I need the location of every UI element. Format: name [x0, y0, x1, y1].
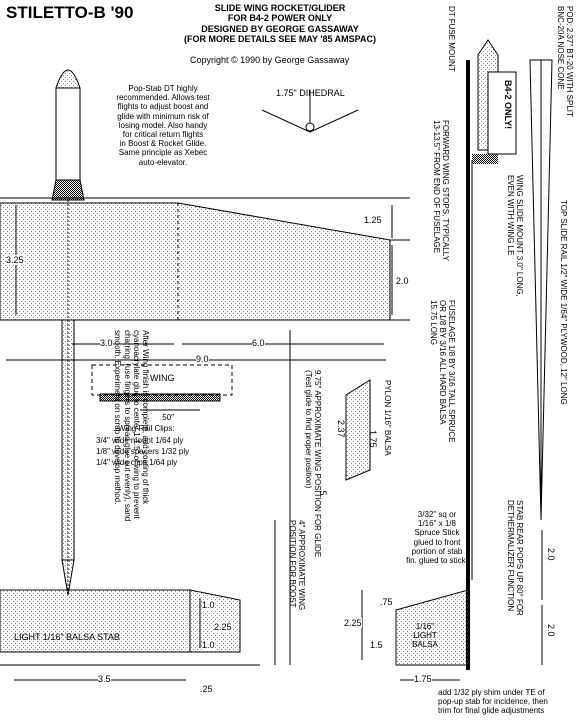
drawing-title: STILETTO-B '90: [6, 3, 134, 22]
note-line: in Boost & Rocket Glide.: [119, 139, 207, 149]
fuselage-note: FUSELAGE 1/8 BY 3/16 TALL SPRUCE OR 1/8 …: [428, 300, 456, 442]
note-line: Spruce Stick: [414, 528, 460, 538]
note-line: add 1/32 ply shim under TE of: [438, 688, 545, 697]
note-line: FUSELAGE 1/8 BY 3/16 TALL SPRUCE: [447, 300, 456, 443]
dim-label: 1.0: [202, 600, 215, 611]
dim-label: 6.0: [252, 338, 265, 349]
dim-label: 2.0: [396, 276, 409, 287]
stab-label: LIGHT 1/16" BALSA STAB: [14, 632, 120, 642]
note-line: STAB REAR POPS UP 80° FOR: [515, 500, 524, 616]
dim-label: 1.25: [364, 215, 382, 226]
glide-position-note: 9.75" APPROXIMATE WING POSITION FOR GLID…: [304, 370, 322, 557]
dim-label: 2.37: [336, 420, 346, 438]
note-line: 1/16": [415, 622, 435, 631]
header-line: (FOR MORE DETAILS SEE MAY '85 AMSPAC): [184, 34, 376, 45]
note-line: 4" APPROXIMATE WING: [297, 520, 306, 611]
note-line: Pop-Stab DT highly: [128, 84, 198, 93]
rail-clip-item: 1/8" wide spacers 1/32 ply: [96, 447, 190, 456]
header-block: SLIDE WING ROCKET/GLIDER FOR B4-2 POWER …: [160, 3, 400, 44]
note-line: LIGHT: [413, 631, 437, 641]
pod-note: POD: 2.37" BT-20 WITH SPLIT BNC-20A NOSE…: [556, 6, 574, 117]
dim-label: 1.75: [414, 674, 432, 685]
note-line: POSITION FOR BOOST: [287, 520, 297, 608]
pylon-sketch: [345, 379, 371, 481]
wing-planform: [0, 197, 410, 321]
note-line: BNC-20A NOSE CONE: [555, 6, 565, 90]
note-line: trim for final glide adjustments: [438, 706, 545, 716]
dim-label: 3.5: [98, 674, 111, 685]
note-line: OR 1/8 BY 3/16 ALL HARD BALSA: [437, 300, 447, 425]
rail-clip-item: 1/4" wide clips 1/64 ply: [96, 458, 178, 467]
header-line: SLIDE WING ROCKET/GLIDER: [214, 3, 346, 13]
dim-label: .25: [200, 684, 213, 694]
dim-label: .75: [380, 597, 393, 608]
pylon-label: PYLON 1/16" BALSA: [383, 380, 392, 456]
note-line: portion of stab: [411, 546, 463, 556]
note-line: glide with minimum risk of: [117, 111, 209, 121]
note-line: 9.75" APPROXIMATE WING POSITION FOR GLID…: [313, 370, 322, 558]
note-line: FORWARD WING STOPS, TYPICALLY: [441, 120, 450, 261]
note-line: recommended. Allows test: [116, 93, 210, 103]
stab-rear-note: STAB REAR POPS UP 80° FOR DETHERMALIZER …: [506, 500, 524, 616]
note-line: POD: 2.37" BT-20 WITH SPLIT: [565, 6, 574, 117]
fin-label: 1/16" LIGHT BALSA: [400, 622, 450, 650]
note-line: losing model. Also handy: [118, 120, 208, 130]
dim-label: 1.0: [202, 640, 215, 651]
note-line: 15.75 LONG: [428, 300, 438, 345]
dim-label: 9.0: [196, 354, 209, 365]
wing-slide-mount-note: WING SLIDE MOUNT 3.0" LONG, EVEN WITH WI…: [506, 175, 524, 297]
b4-only-label: B4-2 ONLY!: [503, 80, 513, 130]
wing-rail-detail: [91, 364, 233, 411]
dim-label: 2.25: [344, 618, 362, 629]
note-line: flights to adjust boost and: [117, 102, 209, 112]
note-line: 13-13.5" FROM END OF FUSELAGE: [431, 120, 441, 254]
dihedral-label: 1.75" DIHEDRAL: [276, 88, 345, 98]
dim-label: 1.5: [370, 640, 383, 651]
stab-planform: [0, 589, 260, 666]
note-line: DETHERMALIZER FUNCTION: [505, 500, 515, 612]
dim-label: 2.25: [214, 622, 232, 633]
wing-stops-note: FORWARD WING STOPS, TYPICALLY 13-13.5" F…: [432, 120, 450, 261]
note-line: WING SLIDE MOUNT 3.0" LONG,: [515, 175, 524, 297]
note-line: 3/32" sq or: [417, 510, 457, 519]
rocket-pod: [51, 69, 85, 201]
boost-position-note: 4" APPROXIMATE WING POSITION FOR BOOST: [288, 520, 306, 610]
dt-fuse-mount-label: DT FUSE MOUNT: [447, 6, 456, 72]
note-line: glued to front: [413, 537, 461, 547]
rail-clip-item: 3/4" wide mount 1/64 ply: [96, 436, 184, 445]
dim-label: 3.25: [6, 255, 24, 266]
dim-label: 3.0: [100, 338, 113, 349]
header-line: FOR B4-2 POWER ONLY: [227, 13, 333, 24]
copyright-note: Copyright © 1990 by George Gassaway: [190, 55, 350, 65]
dim-label: .5: [318, 488, 328, 496]
note-line: pop-up stab for incidence, then: [438, 697, 548, 707]
shim-note: add 1/32 ply shim under TE of pop-up sta…: [438, 688, 548, 716]
dim-label: 2.0: [546, 624, 556, 637]
note-line: for critical return flights: [122, 129, 204, 139]
header-line: DESIGNED BY GEORGE GASSAWAY: [201, 23, 359, 34]
popstab-note: Pop-Stab DT highly recommended. Allows t…: [88, 84, 238, 167]
rail-spacing-label: .50": [160, 413, 174, 422]
wing-label: WING: [150, 373, 175, 383]
dim-label: 2.0: [546, 548, 556, 561]
dihedral-sketch: [261, 90, 359, 133]
spruce-stick-note: 3/32" sq or 1/16" x 1/8 Spruce Stick glu…: [404, 510, 470, 565]
note-line: auto-elevator.: [138, 157, 188, 167]
side-fuselage: [61, 200, 75, 596]
note-line: Same principle as Xebec: [118, 148, 208, 158]
side-elevation: [395, 39, 553, 670]
note-line: EVEN WITH WING LE: [505, 175, 515, 256]
note-line: fin. glued to stick.: [406, 555, 468, 565]
note-line: BALSA: [412, 640, 438, 650]
dim-label: 1.75: [368, 430, 378, 448]
note-line: 1/16" x 1/8: [418, 519, 456, 529]
rail-clips-heading: Wing Rail Clips:: [118, 424, 175, 433]
top-slide-rail-note: TOP SLIDE RAIL 1/2" WIDE 1/64" PLYWOOD, …: [559, 200, 568, 405]
